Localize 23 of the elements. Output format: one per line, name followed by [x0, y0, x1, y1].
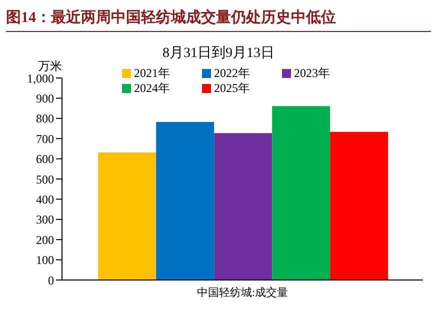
- legend-label: 2025年: [214, 81, 250, 95]
- bar: [156, 122, 214, 280]
- chart-title: 图14：最近两周中国轻纺城成交量仍处历史中低位: [6, 8, 431, 32]
- bar: [330, 132, 388, 280]
- legend-label: 2021年: [134, 66, 170, 80]
- chart-subtitle: 8月31日到9月13日: [162, 46, 274, 61]
- y-tick-label: 100: [36, 253, 54, 268]
- y-tick-label: 400: [36, 192, 54, 206]
- y-tick-label: 700: [36, 132, 54, 146]
- legend-label: 2024年: [134, 81, 170, 95]
- y-tick-label: 900: [36, 91, 54, 106]
- y-tick-label: 500: [36, 172, 54, 186]
- bar: [98, 152, 156, 280]
- y-tick-label: 800: [36, 112, 54, 126]
- y-tick-label: 0: [48, 273, 54, 288]
- y-tick-label: 300: [36, 212, 54, 227]
- legend-label: 2023年: [294, 66, 330, 80]
- legend-label: 2022年: [214, 66, 250, 80]
- y-tick-label: 200: [36, 232, 54, 247]
- x-tick-label: 中国轻纺城:成交量: [196, 286, 288, 299]
- y-tick-label: 600: [36, 152, 54, 166]
- bar: [272, 106, 330, 280]
- bar: [214, 133, 272, 280]
